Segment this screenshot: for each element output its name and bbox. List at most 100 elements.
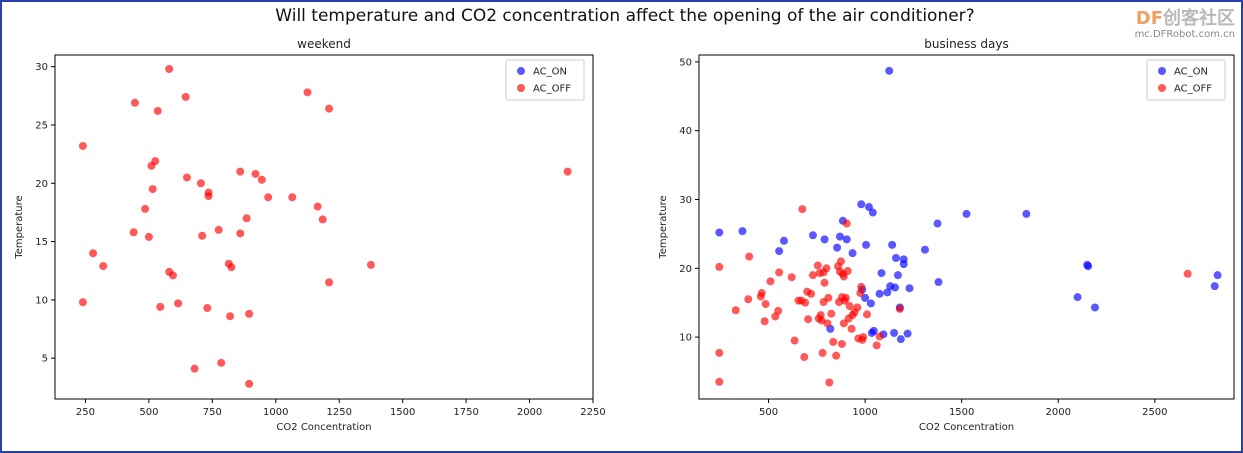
point-ac-off [798,205,807,214]
point-ac-on [920,245,929,254]
point-ac-on [888,240,897,249]
x-tick-label: 1250 [326,407,351,418]
point-ac-on [962,209,971,218]
point-ac-off [156,302,165,311]
point-ac-on [835,232,844,241]
point-ac-off [130,98,139,107]
legend-marker-ac-off [1158,84,1166,92]
point-ac-off [174,299,183,308]
point-ac-off [856,289,865,298]
point-ac-off [366,260,375,269]
point-ac-off [148,185,157,194]
point-ac-off [800,353,809,362]
point-ac-on [869,326,878,335]
x-tick-label: 250 [76,407,95,418]
point-ac-off [787,273,796,282]
point-ac-off [303,88,312,97]
x-tick-label: 750 [203,407,222,418]
point-ac-off [841,293,850,302]
point-ac-on [899,260,908,269]
legend-label-ac-off: AC_OFF [533,84,571,95]
point-ac-off [832,351,841,360]
x-tick-label: 500 [139,407,158,418]
x-tick-label: 1000 [263,407,288,418]
x-tick-label: 1750 [453,407,478,418]
point-ac-off [169,271,178,280]
point-ac-off [214,225,223,234]
panel-title-1: weekend [297,37,351,51]
point-ac-off [325,104,334,113]
point-ac-off [715,348,724,357]
point-ac-off [761,300,770,309]
x-tick-label: 1500 [390,407,415,418]
watermark-brand: DF [1135,8,1163,29]
point-ac-off [182,173,191,182]
point-ac-off [895,304,904,313]
legend-label-ac-off: AC_OFF [1174,84,1212,95]
point-ac-off [775,268,784,277]
point-ac-off [153,106,162,115]
point-ac-on [875,289,884,298]
point-ac-off [203,304,212,313]
point-ac-off [801,298,810,307]
legend-marker-ac-off [517,84,525,92]
point-ac-on [862,240,871,249]
watermark-url: mc.DFRobot.com.cn [1134,29,1235,40]
point-ac-off [1183,269,1192,278]
point-ac-off [807,289,816,298]
point-ac-on [1213,271,1222,280]
legend-box [505,59,585,101]
point-ac-off [236,167,245,176]
point-ac-off [78,141,87,150]
point-ac-on [903,329,912,338]
point-ac-off [843,267,852,276]
legend-label-ac-on: AC_ON [1174,67,1208,78]
y-tick-label: 10 [35,295,48,306]
x-axis-label: CO2 Concentration [919,422,1014,433]
point-ac-on [848,249,857,258]
point-ac-on [892,253,901,262]
point-ac-on [775,247,784,256]
point-ac-off [715,262,724,271]
y-tick-label: 40 [679,126,692,137]
point-ac-on [1084,262,1093,271]
point-ac-off [236,229,245,238]
y-tick-label: 50 [679,57,692,68]
point-ac-off [313,202,322,211]
point-ac-on [877,269,886,278]
x-tick-label: 1500 [949,407,974,418]
point-ac-on [779,236,788,245]
point-ac-off [875,332,884,341]
point-ac-off [165,64,174,73]
legend-marker-ac-on [517,67,525,75]
point-ac-off [190,364,199,373]
point-ac-off [837,339,846,348]
y-tick-label: 10 [679,333,692,344]
point-ac-off [196,179,205,188]
point-ac-off [859,333,868,342]
y-tick-label: 5 [42,354,48,365]
point-ac-on [896,335,905,344]
point-ac-off [820,278,829,287]
x-tick-label: 2000 [1046,407,1071,418]
point-ac-on [933,219,942,228]
point-ac-on [808,231,817,240]
y-tick-label: 20 [35,179,48,190]
point-ac-on [820,235,829,244]
plot-area-1 [54,54,594,400]
point-ac-on [868,208,877,217]
y-tick-label: 30 [679,195,692,206]
point-ac-off [78,298,87,307]
point-ac-off [825,378,834,387]
point-ac-off [827,309,836,318]
point-ac-off [151,157,160,166]
watermark-cn: 创客社区 [1163,8,1235,29]
point-ac-off [226,312,235,321]
point-ac-off [808,271,817,280]
point-ac-off [766,277,775,286]
point-ac-off [227,263,236,272]
point-ac-on [715,228,724,237]
point-ac-off [264,193,273,202]
point-ac-off [853,303,862,312]
x-axis-label: CO2 Concentration [276,422,371,433]
